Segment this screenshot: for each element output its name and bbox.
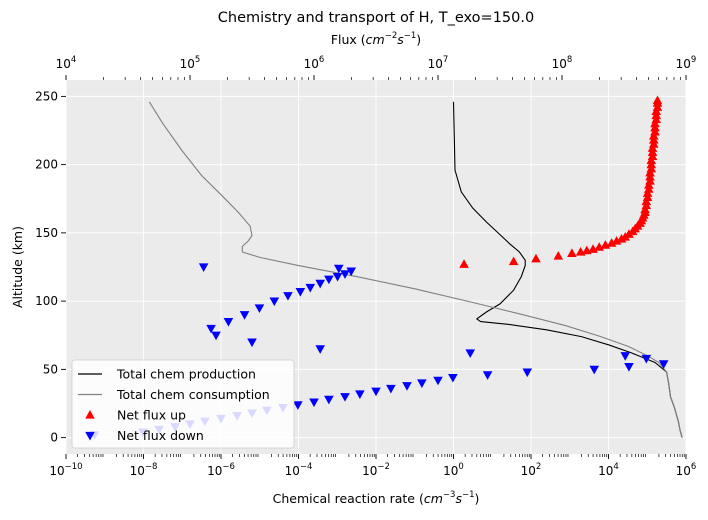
flux-down-marker [386,384,396,394]
flux-down-marker [589,365,600,375]
x-tick-label: 10−10 [49,462,82,478]
series-layer [89,95,683,440]
flux-down-marker [254,304,265,313]
flux-up-marker [652,95,663,105]
flux-up-marker [531,253,541,263]
x-axis-label: Chemical reaction rate (cm−3s−1) [273,490,480,506]
legend-marker-swatch [85,410,95,419]
x-tick-label: 102 [521,462,542,478]
flux-down-marker [315,279,325,289]
flux-down-marker [340,393,350,402]
top-tick-label: 107 [428,55,449,71]
flux-down-marker [355,390,365,399]
flux-up-marker [567,248,577,257]
flux-down-marker [417,379,427,389]
x-tick-label: 100 [443,462,464,478]
flux-down-marker [340,270,350,279]
flux-down-marker [324,395,334,405]
top-tick-label: 109 [676,55,697,71]
left-axis: 0 50 100 150 200 250 [35,89,66,445]
flux-down-marker [239,311,250,320]
flux-down-marker [334,264,344,274]
legend: Total chem production Total chem consumpt… [71,359,295,449]
x-tick-label: 106 [676,462,697,478]
legend-label: Net flux down [117,428,204,443]
flux-down-marker [371,387,381,397]
flux-up-marker [508,256,519,266]
bottom-axis: 10−10 10−8 10−6 10−4 10−2 100 102 104 106 [49,454,696,478]
flux-down-marker [295,287,306,297]
flux-down-marker [283,292,293,301]
flux-down-marker [482,371,493,380]
y-tick-label: 250 [35,89,58,103]
flux-down-marker [402,382,412,391]
flux-down-marker [247,338,257,348]
y-axis-label: Altitude (km) [10,226,25,308]
top-tick-label: 104 [56,55,77,71]
y-tick-label: 100 [35,294,58,308]
y-tick-label: 50 [43,362,58,376]
flux-down-marker [620,352,631,361]
legend-label: Total chem production [116,367,256,382]
flux-down-marker [309,398,319,408]
flux-down-marker [658,360,669,369]
flux-down-marker [293,401,303,410]
legend-label: Net flux up [117,408,186,423]
y-tick-label: 0 [50,431,58,445]
y-tick-label: 150 [35,226,58,240]
x-tick-label: 10−2 [362,462,390,478]
top-tick-label: 106 [304,55,325,71]
top-tick-label: 105 [180,55,201,71]
chart-title: Chemistry and transport of H, T_exo=150.… [218,10,534,26]
legend-label: Total chem consumption [116,387,270,402]
top-axis: 104 105 106 107 108 109 [56,55,697,80]
x-tick-label: 10−6 [207,462,235,478]
flux-down-marker [315,345,325,354]
flux-down-marker [346,267,356,277]
legend-marker-swatch [85,431,95,441]
y-tick-label: 200 [35,158,58,172]
flux-down-marker [641,354,652,364]
flux-up-marker [459,259,469,268]
flux-down-marker [324,275,334,285]
grid [65,80,687,454]
flux-down-marker [448,373,458,383]
x-tick-label: 10−4 [285,462,313,478]
flux-down-marker [223,317,234,327]
legend-box [71,359,295,449]
flux-down-marker [269,297,280,307]
top-tick-label: 108 [552,55,573,71]
top-axis-label: Flux (cm−2s−1) [331,31,421,47]
flux-down-marker [465,349,476,358]
flux-down-marker [433,376,443,386]
series-line-1 [148,101,683,438]
flux-down-marker [332,272,343,282]
flux-down-marker [198,263,209,272]
flux-up-marker [553,251,564,260]
x-tick-label: 104 [598,462,619,478]
flux-down-marker [211,331,221,341]
flux-down-marker [305,283,316,293]
flux-down-marker [624,363,634,372]
flux-down-marker [206,324,216,334]
flux-down-marker [522,368,533,378]
x-tick-label: 10−8 [130,462,158,478]
